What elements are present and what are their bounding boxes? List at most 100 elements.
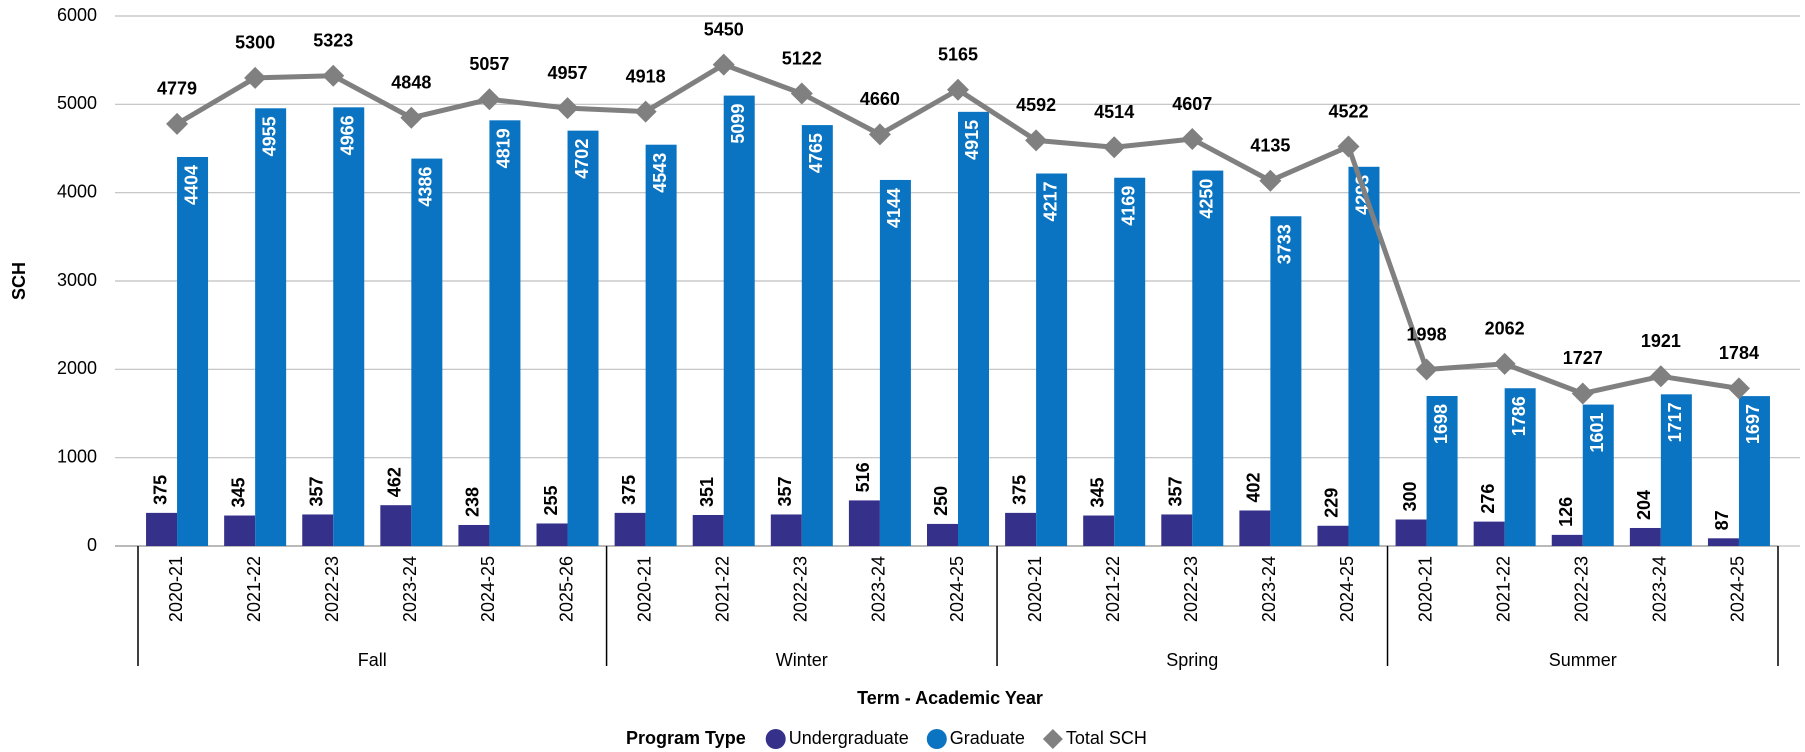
- bar: [1161, 514, 1193, 546]
- marker: [322, 64, 345, 87]
- bar: [1426, 396, 1458, 546]
- bar: [801, 125, 833, 546]
- bar: [333, 107, 365, 546]
- bar: [411, 158, 443, 546]
- marker: [712, 53, 735, 76]
- value-label: 238: [463, 487, 483, 517]
- value-label: 4514: [1094, 102, 1134, 122]
- value-label: 462: [385, 467, 405, 497]
- marker: [478, 88, 501, 111]
- x-tick-label: 2025-26: [556, 556, 576, 622]
- x-tick-label: 2020-21: [634, 556, 654, 622]
- value-label: 4522: [1328, 101, 1368, 121]
- value-label: 345: [1087, 477, 1107, 507]
- value-label: 5057: [469, 54, 509, 74]
- x-axis-title: Term - Academic Year: [857, 688, 1043, 708]
- x-tick-label: 2021-22: [712, 556, 732, 622]
- x-tick-label: 2022-23: [791, 556, 811, 622]
- value-label: 204: [1634, 490, 1654, 520]
- bar: [1395, 519, 1427, 546]
- y-tick-label: 3000: [57, 270, 97, 290]
- bar: [1317, 525, 1349, 546]
- bar: [1473, 521, 1505, 546]
- value-label: 5122: [782, 48, 822, 68]
- y-tick-label: 6000: [57, 5, 97, 25]
- bar: [177, 156, 209, 547]
- bar: [770, 514, 802, 546]
- bar: [1504, 388, 1536, 546]
- marker: [1727, 377, 1750, 400]
- y-tick-label: 5000: [57, 93, 97, 113]
- bar: [927, 523, 958, 546]
- value-label: 276: [1478, 484, 1498, 514]
- x-tick-label: 2023-24: [869, 556, 889, 622]
- bar: [1582, 404, 1614, 546]
- value-label: 4966: [337, 115, 357, 155]
- value-label: 4217: [1040, 181, 1060, 221]
- value-label: 5300: [235, 33, 275, 53]
- value-label: 4702: [572, 139, 592, 179]
- bar: [255, 108, 287, 546]
- x-tick-label: 2020-21: [1025, 556, 1045, 622]
- x-tick-label: 2024-25: [478, 556, 498, 622]
- bar: [489, 120, 521, 547]
- value-label: 4250: [1197, 179, 1217, 219]
- legend-swatch: [1042, 729, 1063, 749]
- group-label: Spring: [1166, 650, 1218, 670]
- y-tick-label: 1000: [57, 446, 97, 466]
- bar: [224, 515, 256, 546]
- value-label: 250: [931, 486, 951, 516]
- value-label: 4660: [860, 89, 900, 109]
- bar: [1348, 166, 1380, 546]
- marker: [166, 112, 189, 135]
- marker: [947, 78, 969, 101]
- value-label: 5450: [704, 19, 744, 39]
- marker: [1259, 169, 1282, 192]
- value-label: 4918: [626, 66, 666, 86]
- value-label: 357: [306, 476, 326, 506]
- bar: [302, 514, 334, 546]
- value-label: 357: [1166, 476, 1186, 506]
- value-label: 4386: [416, 167, 436, 207]
- value-label: 375: [150, 475, 170, 505]
- value-label: 516: [853, 462, 873, 492]
- bar: [1270, 216, 1302, 547]
- value-label: 375: [619, 475, 639, 505]
- bar: [1629, 527, 1661, 546]
- bar: [1005, 512, 1037, 546]
- bar: [567, 130, 599, 546]
- marker: [244, 66, 267, 89]
- x-tick-label: 2024-25: [1337, 556, 1357, 622]
- value-label: 4765: [806, 133, 826, 173]
- marker: [868, 123, 891, 146]
- value-label: 1921: [1641, 331, 1681, 351]
- bar: [1551, 534, 1583, 546]
- value-label: 5165: [938, 45, 978, 65]
- value-label: 4169: [1118, 186, 1138, 226]
- value-label: 375: [1009, 475, 1029, 505]
- value-label: 3733: [1275, 224, 1295, 264]
- value-label: 1697: [1743, 404, 1763, 444]
- value-label: 1717: [1665, 402, 1685, 442]
- legend-swatch: [765, 729, 786, 749]
- bar: [380, 505, 412, 546]
- x-tick-label: 2020-21: [166, 556, 186, 622]
- marker: [1493, 352, 1516, 375]
- marker: [556, 97, 579, 120]
- bar: [146, 512, 178, 546]
- value-label: 87: [1712, 510, 1732, 530]
- value-label: 4955: [259, 116, 279, 156]
- marker: [1181, 128, 1204, 151]
- x-tick-label: 2020-21: [1415, 556, 1435, 622]
- value-label: 4819: [494, 128, 514, 168]
- marker: [1103, 136, 1126, 159]
- x-tick-label: 2023-24: [400, 556, 420, 622]
- bar: [1239, 510, 1271, 546]
- x-tick-label: 2023-24: [1650, 556, 1670, 622]
- bar: [614, 512, 646, 546]
- legend-label: Total SCH: [1066, 728, 1147, 748]
- value-label: 402: [1244, 472, 1264, 502]
- value-label: 4779: [157, 79, 197, 99]
- marker: [1649, 365, 1672, 388]
- bar: [1738, 396, 1770, 546]
